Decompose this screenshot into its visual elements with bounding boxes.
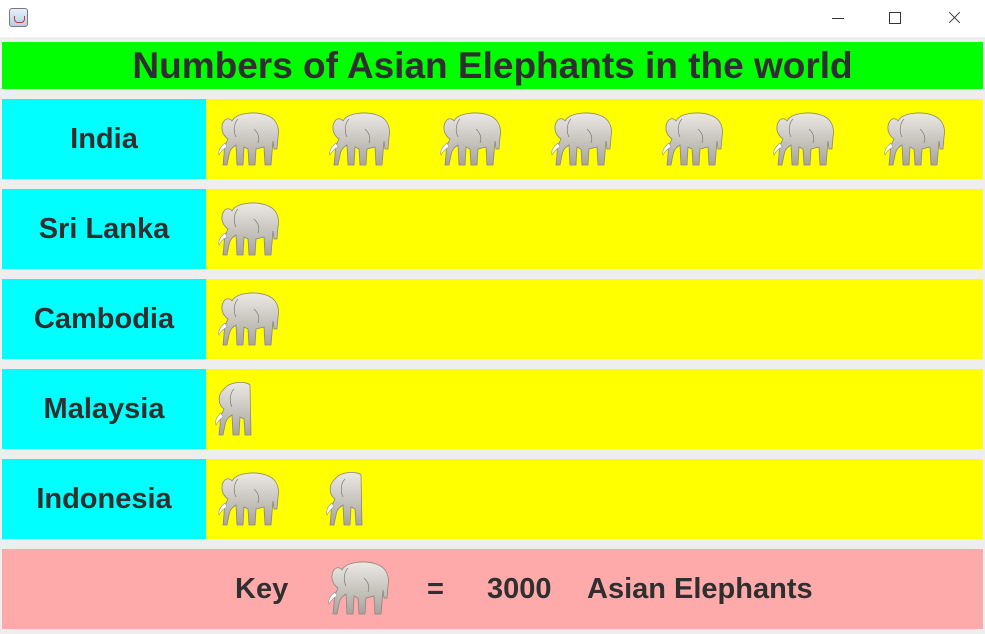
window-titlebar [0,0,985,37]
chart-title: Numbers of Asian Elephants in the world [2,42,983,89]
elephant-icon [218,292,279,346]
pictograph-row: Indonesia [2,459,983,539]
row-label: Indonesia [2,459,206,539]
half-elephant-icon [215,381,252,436]
row-icon-track [206,99,983,179]
elephant-icon [773,112,834,166]
elephant-icon [218,472,279,526]
row-label: Sri Lanka [2,189,206,269]
elephant-icon [218,112,279,166]
row-icon-track [206,279,983,359]
row-label: Malaysia [2,369,206,449]
elephant-icon [884,112,945,166]
key-label: Key [235,573,289,605]
key-value: 3000 [487,573,552,605]
pictograph-row: Sri Lanka [2,189,983,269]
row-label: India [2,99,206,179]
key-unit: Asian Elephants [587,573,813,605]
key-bar: Key = 3000 Asian Elephants [2,549,983,629]
row-icon-track [206,189,983,269]
elephant-icon [551,112,612,166]
half-elephant-icon [326,471,363,526]
row-icon-track [206,459,983,539]
java-cup-icon[interactable] [9,8,28,27]
pictograph-row: Cambodia [2,279,983,359]
elephant-icon [662,112,723,166]
key-equals: = [427,573,444,605]
row-label: Cambodia [2,279,206,359]
maximize-icon[interactable] [867,0,923,37]
elephant-icon [218,202,279,256]
pictograph-row: India [2,99,983,179]
pictograph-row: Malaysia [2,369,983,449]
row-icon-track [206,369,983,449]
minimize-icon[interactable] [810,0,866,37]
key-elephant-icon [328,561,389,615]
elephant-icon [440,112,501,166]
elephant-icon [329,112,390,166]
